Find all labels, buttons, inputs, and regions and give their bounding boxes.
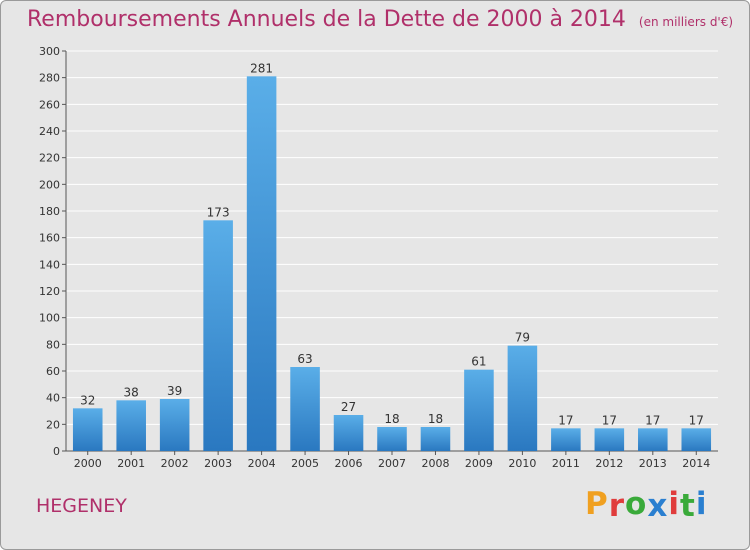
commune-name: HEGENEY: [36, 495, 127, 517]
x-tick-label: 2011: [552, 457, 580, 470]
y-tick-label: 280: [39, 72, 60, 85]
bar-value-label: 18: [428, 412, 443, 426]
bar: [290, 367, 320, 451]
y-tick-label: 100: [39, 312, 60, 325]
x-tick-label: 2004: [248, 457, 276, 470]
proxiti-logo: Proxiti: [585, 486, 708, 524]
x-tick-label: 2006: [335, 457, 363, 470]
x-tick-label: 2013: [639, 457, 667, 470]
bar: [594, 428, 625, 451]
x-tick-label: 2002: [161, 457, 189, 470]
bar-value-label: 27: [341, 400, 356, 414]
x-tick-label: 2009: [465, 457, 493, 470]
bar-value-label: 281: [250, 61, 273, 75]
y-tick-label: 240: [39, 125, 60, 138]
bar-value-label: 17: [602, 413, 617, 427]
bar: [333, 415, 364, 451]
bar-value-label: 79: [515, 331, 530, 345]
bar-value-label: 61: [471, 355, 486, 369]
bar-value-label: 32: [80, 393, 95, 407]
bar-value-label: 17: [645, 413, 660, 427]
y-tick-label: 200: [39, 178, 60, 191]
bar: [116, 400, 146, 451]
bar: [159, 399, 190, 451]
x-tick-label: 2010: [508, 457, 536, 470]
bar: [203, 220, 233, 451]
bar: [551, 428, 581, 451]
bar: [507, 345, 538, 451]
bar: [681, 428, 712, 451]
x-tick-label: 2007: [378, 457, 406, 470]
logo-letter: t: [679, 488, 696, 524]
x-tick-label: 2000: [74, 457, 102, 470]
y-tick-label: 140: [39, 258, 60, 271]
bar: [246, 76, 277, 451]
y-tick-label: 0: [53, 445, 60, 458]
bar: [638, 428, 668, 451]
y-tick-label: 120: [39, 285, 60, 298]
bar-value-label: 173: [207, 205, 230, 219]
y-tick-label: 220: [39, 152, 60, 165]
x-tick-label: 2005: [291, 457, 319, 470]
y-tick-label: 60: [46, 365, 60, 378]
bar: [464, 369, 494, 451]
bar: [72, 408, 103, 451]
bar-value-label: 17: [558, 413, 573, 427]
logo-letter: x: [647, 488, 669, 524]
chart-subtitle: (en milliers d'€): [638, 15, 734, 29]
bar: [420, 427, 451, 451]
bar-value-label: 63: [297, 352, 312, 366]
bar-value-label: 38: [124, 385, 139, 399]
x-tick-label: 2003: [204, 457, 232, 470]
logo-letter: i: [695, 486, 708, 522]
y-tick-label: 180: [39, 205, 60, 218]
y-tick-label: 300: [39, 45, 60, 58]
logo-letter: i: [668, 486, 680, 522]
y-tick-label: 80: [46, 338, 60, 351]
chart-title: Remboursements Annuels de la Dette de 20…: [27, 7, 733, 32]
x-tick-label: 2008: [421, 457, 449, 470]
bar-value-label: 39: [167, 384, 182, 398]
x-tick-label: 2001: [117, 457, 145, 470]
y-tick-label: 260: [39, 98, 60, 111]
x-tick-label: 2012: [595, 457, 623, 470]
bar-value-label: 18: [384, 412, 399, 426]
y-tick-label: 160: [39, 232, 60, 245]
logo-letter: o: [625, 486, 648, 522]
chart-title-text: Remboursements Annuels de la Dette de 20…: [27, 7, 626, 32]
bar: [377, 427, 407, 451]
logo-letter: P: [585, 486, 609, 522]
logo-letter: r: [608, 488, 626, 524]
bar-value-label: 17: [689, 413, 704, 427]
y-tick-label: 20: [46, 418, 60, 431]
x-tick-label: 2014: [682, 457, 710, 470]
y-tick-label: 40: [46, 392, 60, 405]
